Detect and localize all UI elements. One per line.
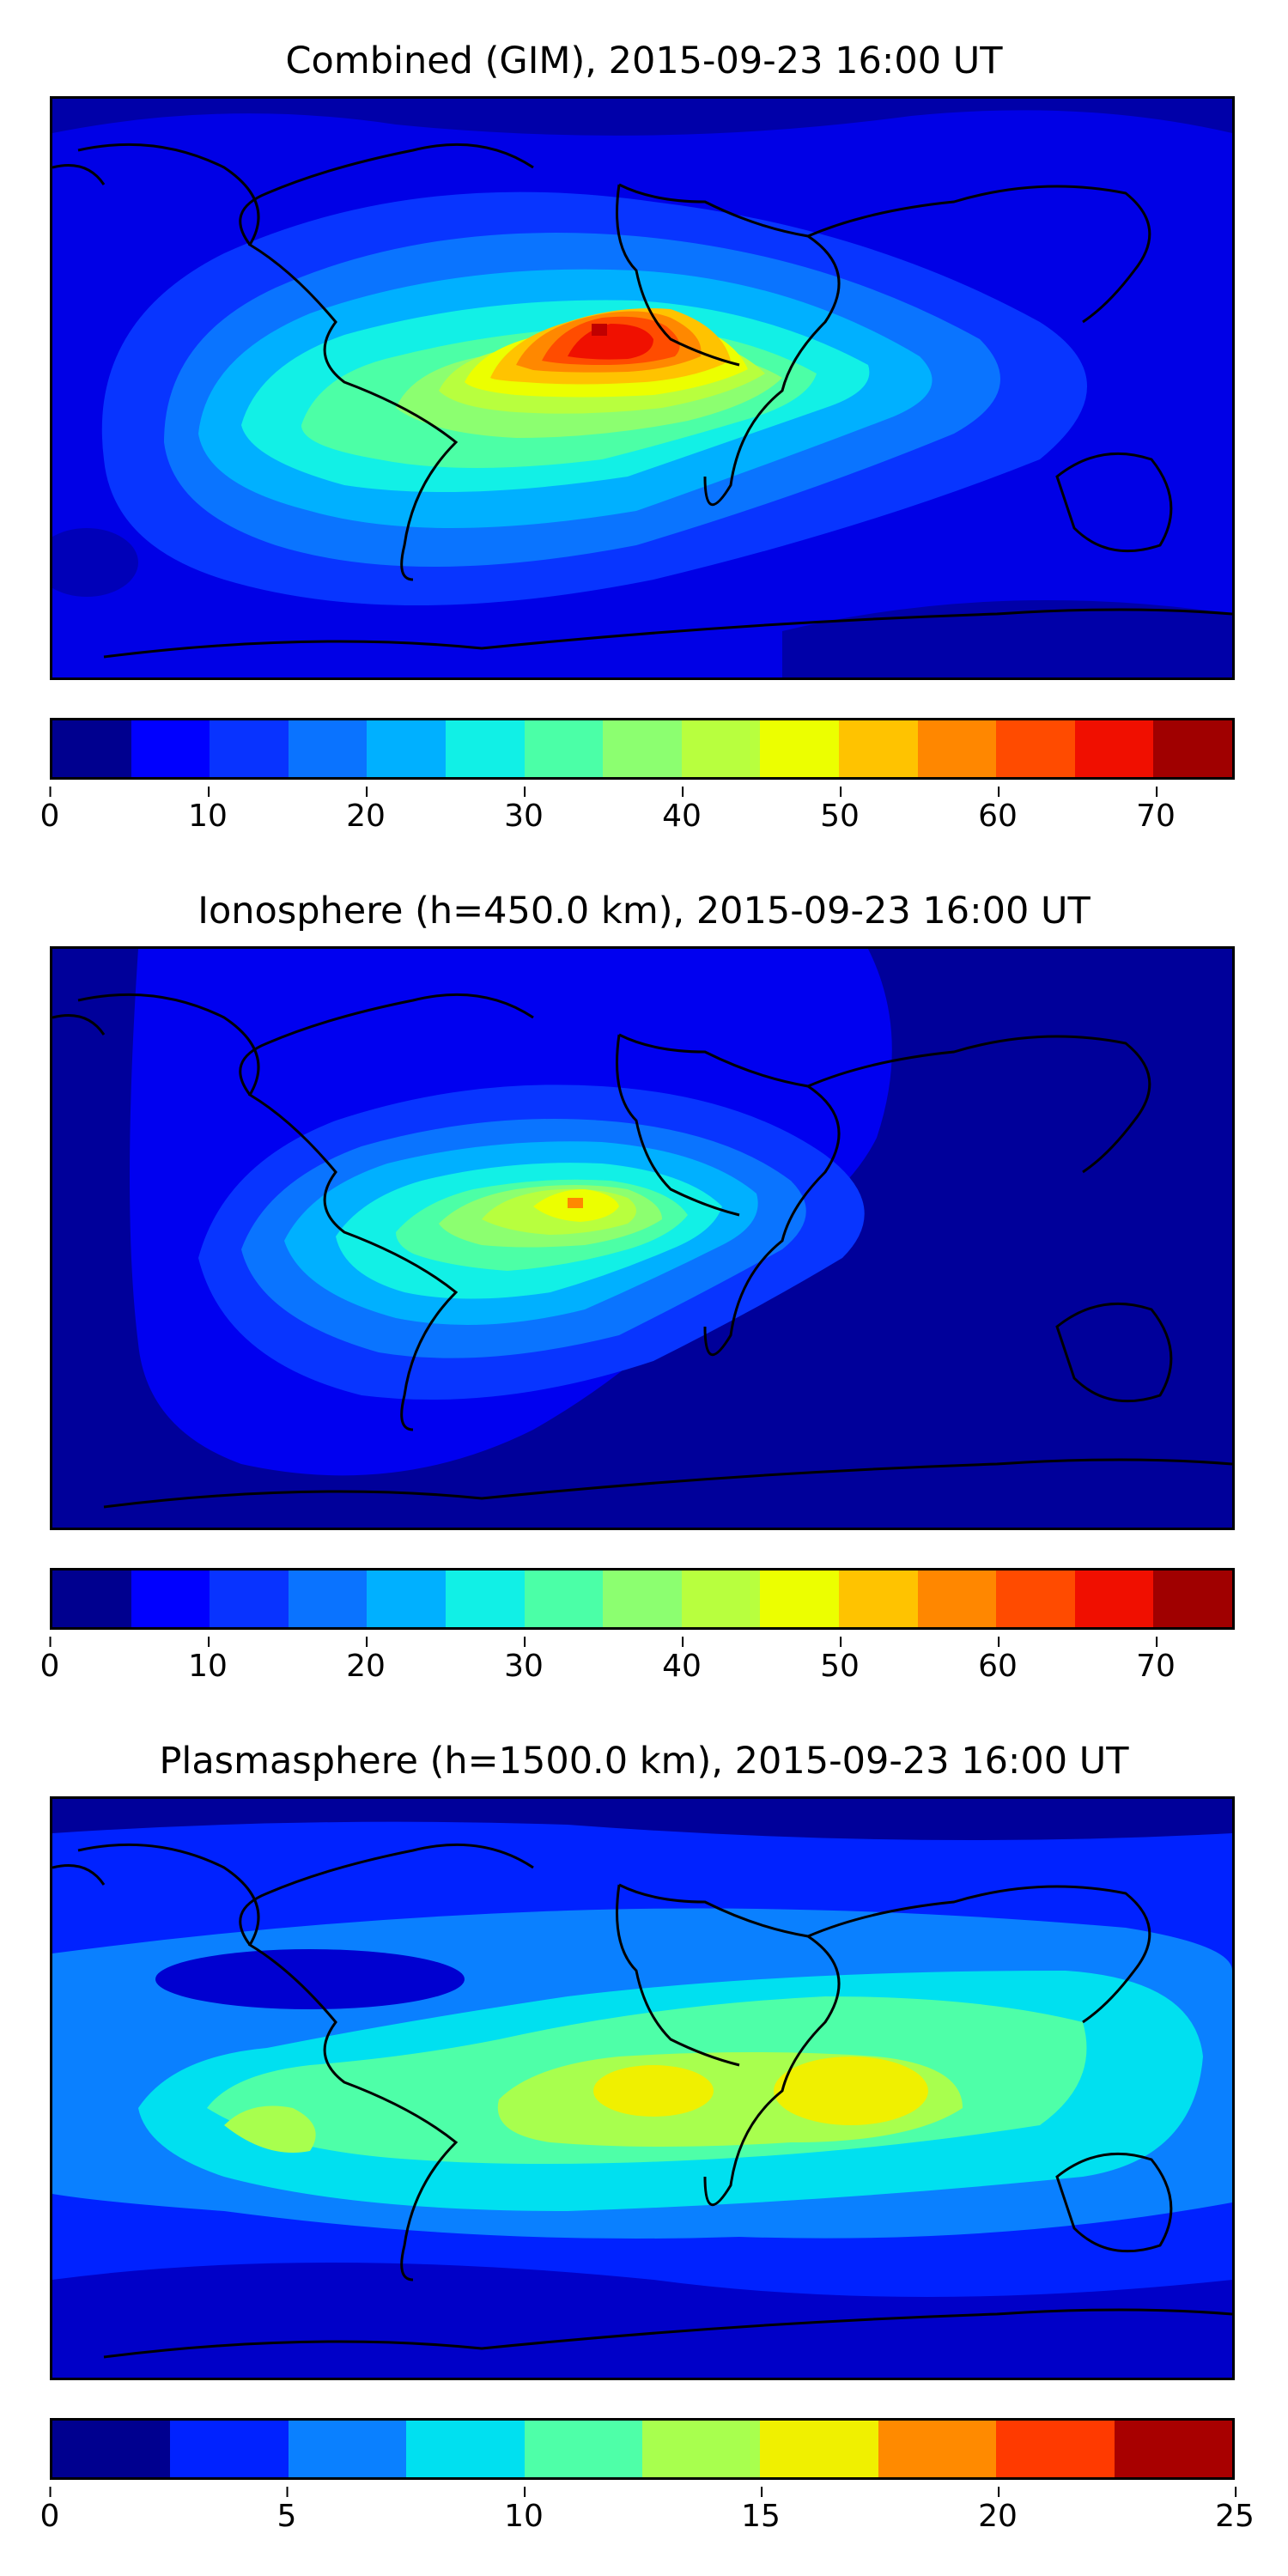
colorbar-swatch <box>760 2421 878 2477</box>
panel-title-ionosphere: Ionosphere (h=450.0 km), 2015-09-23 16:0… <box>197 890 1091 933</box>
contour-15-b <box>774 2057 928 2125</box>
colorbar-tick-label: 0 <box>39 2487 60 2534</box>
colorbar-plasmasphere <box>50 2418 1235 2480</box>
tec-map-combined <box>52 99 1232 677</box>
coastlines <box>52 1843 1232 2359</box>
contour-65 <box>568 324 653 360</box>
colorbar-tick-label: 30 <box>504 787 544 834</box>
colorbar-tick-label: 20 <box>978 2487 1018 2534</box>
map-ionosphere <box>50 946 1235 1530</box>
colorbar-swatch <box>1074 1571 1154 1627</box>
contour-70 <box>592 324 607 336</box>
colorbar-ionosphere <box>50 1568 1235 1630</box>
contour-15-a <box>593 2065 714 2117</box>
coastlines <box>52 993 1232 1509</box>
colorbar-swatch <box>445 1571 525 1627</box>
colorbar-swatch <box>1074 720 1154 777</box>
contour-low-north <box>52 1799 1232 1840</box>
colorbar-swatch <box>996 720 1075 777</box>
colorbar-tick-label: 70 <box>1136 1637 1176 1684</box>
colorbar-swatch <box>524 720 604 777</box>
colorbar-swatch <box>681 720 761 777</box>
colorbar-swatch <box>1153 1571 1232 1627</box>
colorbar-ticks-combined: 0 10 20 30 40 50 60 70 <box>40 787 1235 841</box>
panel-title-plasmasphere: Plasmasphere (h=1500.0 km), 2015-09-23 1… <box>159 1740 1129 1783</box>
colorbar-swatch <box>367 720 446 777</box>
colorbar-swatch <box>642 2421 761 2477</box>
colorbar-tick-label: 70 <box>1136 787 1176 834</box>
contour-dark-north-america <box>155 1949 465 2009</box>
colorbar-tick-label: 30 <box>504 1637 544 1684</box>
colorbar-ticks-ionosphere: 0 10 20 30 40 50 60 70 <box>40 1637 1235 1692</box>
colorbar-tick-label: 5 <box>276 2487 297 2534</box>
colorbar-tick-label: 15 <box>741 2487 781 2534</box>
colorbar-swatch <box>524 2421 643 2477</box>
colorbar-swatch <box>210 720 289 777</box>
colorbar-swatch <box>603 1571 682 1627</box>
tec-map-plasmasphere <box>52 1799 1232 2378</box>
colorbar-swatch <box>131 1571 210 1627</box>
colorbar-swatch <box>131 720 210 777</box>
colorbar-swatch <box>917 720 997 777</box>
map-combined <box>50 96 1235 680</box>
contour-12-5 <box>224 2105 316 2153</box>
contour-low-south <box>52 2263 1232 2378</box>
colorbar-tick-label: 50 <box>820 787 860 834</box>
colorbar-tick-label: 40 <box>662 1637 702 1684</box>
colorbar-swatch <box>52 1571 131 1627</box>
colorbar-swatch <box>760 1571 839 1627</box>
colorbar-combined <box>50 718 1235 780</box>
colorbar-tick-label: 50 <box>820 1637 860 1684</box>
map-plasmasphere <box>50 1796 1235 2380</box>
colorbar-ticks-plasmasphere: 0 5 10 15 20 25 <box>40 2487 1255 2542</box>
colorbar-tick-label: 25 <box>1215 2487 1255 2534</box>
colorbar-tick-label: 20 <box>346 1637 386 1684</box>
colorbar-swatch <box>288 720 368 777</box>
colorbar-tick-label: 0 <box>39 1637 60 1684</box>
colorbar-swatch <box>603 720 682 777</box>
colorbar-tick-label: 60 <box>978 1637 1018 1684</box>
colorbar-tick-label: 40 <box>662 787 702 834</box>
colorbar-swatch <box>996 1571 1075 1627</box>
colorbar-swatch <box>170 2421 289 2477</box>
colorbar-swatch <box>1153 720 1232 777</box>
colorbar-swatch <box>1114 2421 1233 2477</box>
colorbar-tick-label: 10 <box>188 787 228 834</box>
colorbar-swatch <box>288 1571 368 1627</box>
colorbar-swatch <box>681 1571 761 1627</box>
colorbar-swatch <box>367 1571 446 1627</box>
contour-50 <box>568 1198 583 1208</box>
colorbar-swatch <box>288 2421 407 2477</box>
colorbar-tick-label: 60 <box>978 787 1018 834</box>
contour-low-south <box>782 600 1232 677</box>
colorbar-swatch <box>838 720 918 777</box>
colorbar-swatch <box>406 2421 525 2477</box>
colorbar-tick-label: 10 <box>188 1637 228 1684</box>
colorbar-tick-label: 0 <box>39 787 60 834</box>
colorbar-swatch <box>878 2421 997 2477</box>
tec-map-ionosphere <box>52 949 1232 1528</box>
coastlines <box>52 143 1232 659</box>
colorbar-swatch <box>838 1571 918 1627</box>
contour-low-north <box>52 99 1232 136</box>
colorbar-swatch <box>524 1571 604 1627</box>
panel-title-combined: Combined (GIM), 2015-09-23 16:00 UT <box>285 39 1003 82</box>
colorbar-tick-label: 20 <box>346 787 386 834</box>
contour-low-sw <box>52 528 138 597</box>
colorbar-swatch <box>760 720 839 777</box>
colorbar-swatch <box>917 1571 997 1627</box>
colorbar-swatch <box>52 720 131 777</box>
colorbar-swatch <box>210 1571 289 1627</box>
colorbar-tick-label: 10 <box>504 2487 544 2534</box>
colorbar-swatch <box>996 2421 1115 2477</box>
colorbar-swatch <box>52 2421 171 2477</box>
colorbar-swatch <box>445 720 525 777</box>
